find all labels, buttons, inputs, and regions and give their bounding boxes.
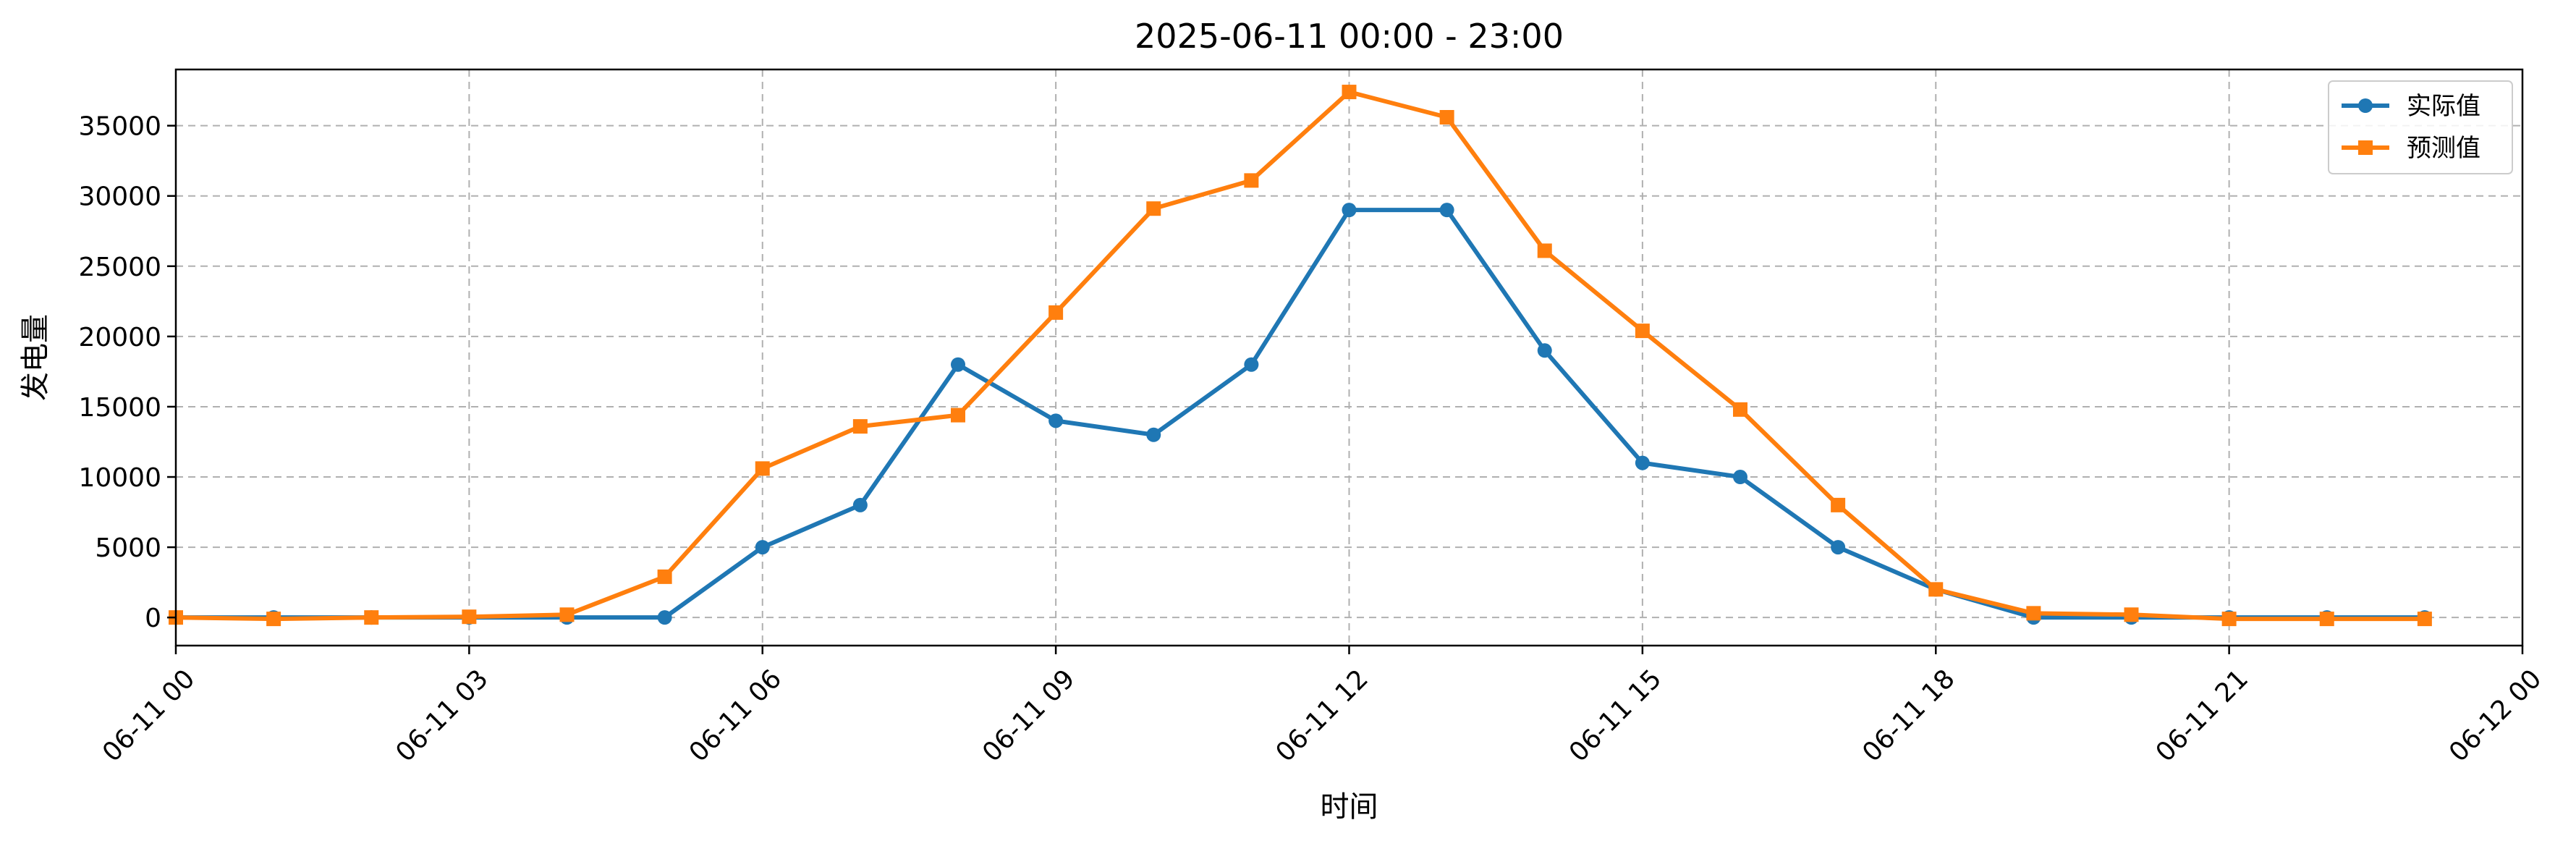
y-tick-label: 15000 xyxy=(78,393,161,423)
data-point xyxy=(1928,582,1944,597)
legend-label: 实际值 xyxy=(2407,92,2480,121)
legend-swatch-marker xyxy=(2358,98,2373,113)
data-point xyxy=(1733,470,1747,485)
data-point xyxy=(266,612,281,627)
series-group xyxy=(169,85,2432,627)
data-point xyxy=(1342,203,1357,218)
data-point xyxy=(2026,606,2041,621)
data-point xyxy=(755,461,770,476)
chart-title: 2025-06-11 00:00 - 23:00 xyxy=(1135,17,1564,56)
data-point xyxy=(1439,203,1454,218)
data-point xyxy=(951,357,965,372)
data-point xyxy=(1244,173,1259,188)
y-tick-label: 10000 xyxy=(78,463,161,493)
y-tick-label: 25000 xyxy=(78,253,161,282)
data-point xyxy=(1831,497,1846,512)
y-tick-label: 5000 xyxy=(95,533,161,563)
x-axis-label: 时间 xyxy=(1321,790,1378,824)
data-point xyxy=(2417,612,2432,627)
data-point xyxy=(1537,343,1552,358)
series-line xyxy=(174,90,2427,622)
data-point xyxy=(1537,243,1552,258)
data-point xyxy=(755,540,770,555)
data-point xyxy=(1342,85,1357,100)
data-point xyxy=(1048,413,1064,428)
data-point xyxy=(559,607,575,622)
y-tick-label: 35000 xyxy=(78,112,161,142)
data-point xyxy=(1048,305,1064,320)
legend-swatch-marker xyxy=(2358,140,2373,155)
data-point xyxy=(1146,201,1161,216)
data-point xyxy=(657,610,672,625)
y-tick-label: 0 xyxy=(145,604,161,633)
legend-label: 预测值 xyxy=(2407,134,2480,163)
data-point xyxy=(1244,357,1259,372)
y-tick-label: 20000 xyxy=(78,323,161,352)
data-point xyxy=(2221,612,2237,627)
data-point xyxy=(852,419,868,434)
data-point xyxy=(1733,402,1747,417)
data-point xyxy=(852,497,868,512)
data-point xyxy=(951,407,965,423)
data-point xyxy=(2124,607,2139,622)
data-point xyxy=(1831,540,1846,555)
grid xyxy=(175,69,2523,646)
data-point xyxy=(657,569,672,584)
data-point xyxy=(1635,324,1650,339)
data-point xyxy=(1635,455,1650,470)
data-point xyxy=(2319,612,2334,627)
data-point xyxy=(462,609,477,625)
data-point xyxy=(1439,110,1454,125)
y-axis-label: 发电量 xyxy=(19,314,52,401)
y-axis: 0 5000 10000 15000 20000 25000 30000 35000 xyxy=(78,112,176,633)
y-tick-label: 30000 xyxy=(78,182,161,212)
data-point xyxy=(1146,427,1161,442)
data-point xyxy=(364,610,379,625)
series-line xyxy=(174,208,2427,620)
